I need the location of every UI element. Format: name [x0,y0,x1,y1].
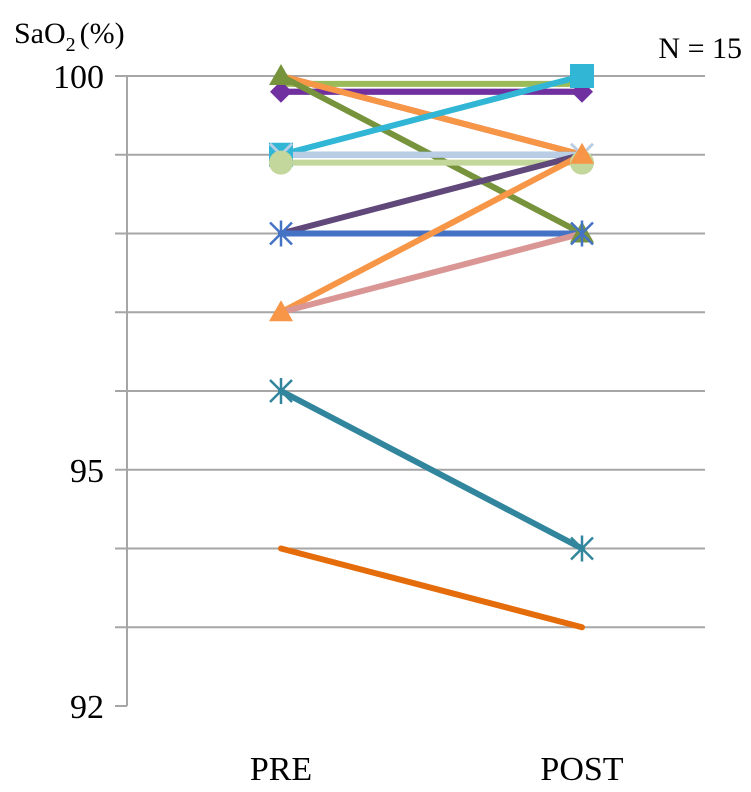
series-line [278,151,585,237]
series-markers [268,64,595,562]
y-axis-label-unit: (%) [80,17,125,50]
sample-size-annotation: N = 15 [658,32,742,65]
data-point-star [269,220,293,247]
x-category-labels: PRE POST [250,751,624,788]
y-tick-labels: 100 95 92 [53,59,104,726]
y-tick-label: 100 [53,59,104,96]
series-line [278,545,585,631]
data-point-triangle [269,300,293,322]
data-point-triangle [269,64,293,85]
data-point-star [570,220,594,247]
data-point-circle [269,150,293,175]
series-line [278,73,585,158]
data-point-square [570,64,594,88]
y-tick-label: 92 [70,689,104,726]
data-point-triangle [570,142,594,164]
y-axis-label-subscript: 2 [66,34,76,56]
gridlines [115,75,705,707]
data-point-star [269,378,293,404]
y-tick-label: 95 [70,453,104,490]
data-point-diamond [270,80,292,103]
series-line [278,151,585,316]
x-category-label: PRE [250,751,312,788]
data-point-star [570,535,594,562]
y-axis-label-main: SaO [14,17,66,50]
y-axis-label: SaO2 (%) [14,17,125,56]
series-line [278,230,585,316]
series-lines [278,73,585,631]
x-category-label: POST [540,751,623,788]
series-line [278,388,585,552]
